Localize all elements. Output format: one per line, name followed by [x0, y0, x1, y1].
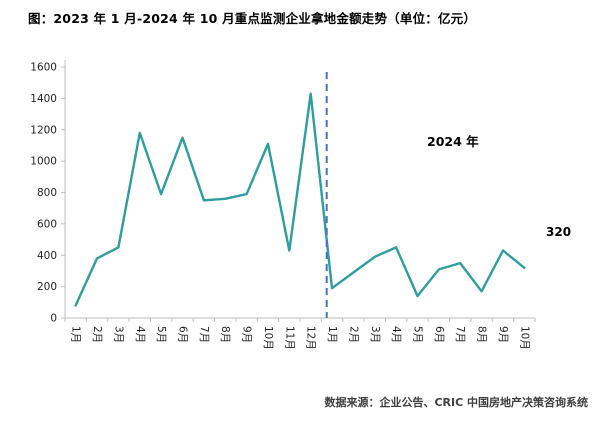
x-tick-label: 1月 [326, 326, 338, 343]
x-tick-label: 9月 [497, 326, 509, 343]
end-value-label: 320 [546, 225, 571, 239]
line-chart: 0 200 400 600 800 1000 1200 1400 1600 1月 2月 3月 4月 5月… [30, 60, 571, 350]
y-tick-label: 1000 [30, 156, 57, 168]
x-tick-label: 12月 [305, 326, 317, 350]
y-tick-label: 600 [37, 218, 57, 230]
y-tick-label: 1400 [30, 93, 57, 105]
x-tick-label: 6月 [433, 326, 445, 343]
x-tick-label: 11月 [283, 326, 295, 350]
chart-title: 图：2023 年 1 月-2024 年 10 月重点监测企业拿地金额走势（单位：… [28, 11, 477, 26]
line-series [74, 92, 526, 307]
y-tick-label: 0 [50, 313, 57, 325]
y-tick-label: 1200 [30, 124, 57, 136]
x-tick-label: 8月 [219, 326, 231, 343]
x-tick-label: 3月 [112, 326, 124, 343]
x-tick-label: 5月 [155, 326, 167, 343]
y-tick-label: 200 [37, 281, 57, 293]
x-tick-label: 7月 [454, 326, 466, 343]
x-tick-label: 2月 [347, 326, 359, 343]
x-axis: 1月 2月 3月 4月 5月 6月 7月 8月 9月 10月 11月 12月 1月 2月 3月 4月 5月 6月 7… [64, 317, 536, 350]
x-tick-label: 10月 [518, 326, 530, 350]
y-tick-label: 400 [37, 250, 57, 262]
y-tick-label: 1600 [30, 62, 57, 74]
x-tick-label: 10月 [262, 326, 274, 350]
x-tick-label: 8月 [476, 326, 488, 343]
x-tick-label: 4月 [134, 326, 146, 343]
x-tick-label: 4月 [390, 326, 402, 343]
x-tick-label: 2月 [91, 326, 103, 343]
x-tick-label: 5月 [412, 326, 424, 343]
x-tick-label: 9月 [241, 326, 253, 343]
x-tick-label: 6月 [177, 326, 189, 343]
y-axis: 0 200 400 600 800 1000 1200 1400 1600 [30, 60, 66, 325]
y-tick-label: 800 [37, 187, 57, 199]
x-tick-label: 7月 [198, 326, 210, 343]
year-2024-annotation: 2024 年 [427, 134, 479, 149]
x-tick-label: 1月 [70, 326, 82, 343]
data-source: 数据来源：企业公告、CRIC 中国房地产决策咨询系统 [324, 396, 588, 409]
x-tick-label: 3月 [369, 326, 381, 343]
